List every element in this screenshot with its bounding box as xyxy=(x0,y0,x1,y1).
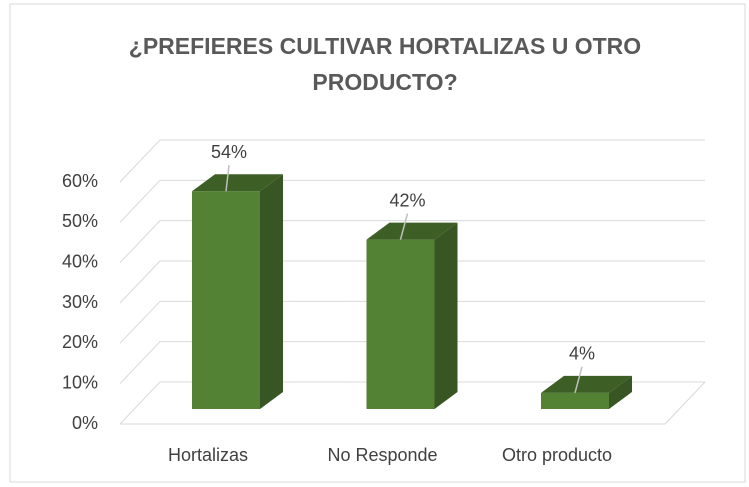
x-tick-label: Hortalizas xyxy=(168,445,248,465)
grid-line xyxy=(119,260,705,304)
bar xyxy=(192,191,260,409)
grid-line xyxy=(119,220,705,264)
grid-line xyxy=(119,139,705,183)
bar xyxy=(541,392,609,409)
bar-top xyxy=(366,222,458,240)
bar-side xyxy=(260,174,283,409)
y-tick-label: 0% xyxy=(72,413,98,433)
y-tick-label: 10% xyxy=(62,372,98,392)
leader-line xyxy=(574,366,583,394)
chart-title: ¿PREFIERES CULTIVAR HORTALIZAS U OTRO xyxy=(129,33,641,59)
grid-line xyxy=(119,179,705,223)
data-label: 42% xyxy=(389,190,425,210)
y-tick-label: 50% xyxy=(62,211,98,231)
y-tick-label: 20% xyxy=(62,332,98,352)
y-tick-label: 30% xyxy=(62,292,98,312)
x-tick-label: Otro producto xyxy=(502,445,612,465)
data-label: 4% xyxy=(569,344,595,364)
bar-side xyxy=(609,375,632,409)
grid-line xyxy=(119,341,705,385)
bar-side xyxy=(434,222,458,409)
leader-line xyxy=(399,213,409,240)
floor-line xyxy=(664,381,706,425)
y-tick-label: 60% xyxy=(62,171,98,191)
grid-line xyxy=(119,381,705,425)
chart-title: PRODUCTO? xyxy=(312,69,457,95)
y-tick-label: 40% xyxy=(62,251,98,271)
bar-top xyxy=(192,174,283,192)
bar-top xyxy=(541,375,632,393)
grid-line xyxy=(119,300,705,344)
x-tick-label: No Responde xyxy=(327,445,437,465)
data-label: 54% xyxy=(211,142,247,162)
bar xyxy=(366,239,435,409)
leader-line xyxy=(225,165,230,192)
